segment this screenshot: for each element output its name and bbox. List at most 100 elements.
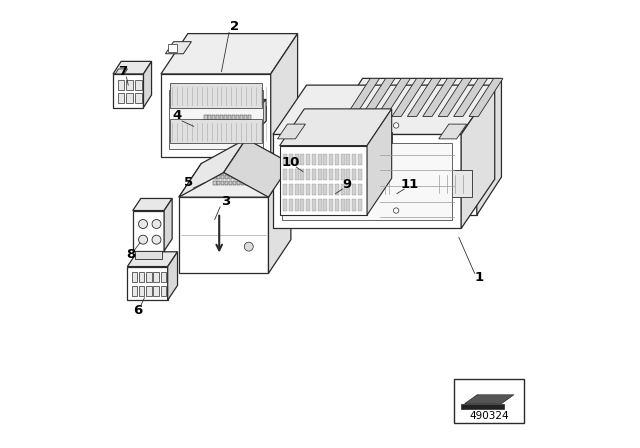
FancyBboxPatch shape	[232, 127, 235, 131]
FancyBboxPatch shape	[216, 121, 220, 125]
Polygon shape	[278, 124, 305, 139]
Polygon shape	[361, 78, 395, 116]
FancyBboxPatch shape	[224, 116, 227, 120]
Text: 8: 8	[126, 248, 135, 261]
FancyBboxPatch shape	[224, 121, 227, 125]
FancyBboxPatch shape	[218, 175, 220, 179]
Circle shape	[337, 123, 343, 128]
FancyBboxPatch shape	[244, 169, 248, 174]
FancyBboxPatch shape	[218, 169, 220, 174]
Polygon shape	[170, 83, 262, 108]
FancyBboxPatch shape	[224, 127, 227, 131]
FancyBboxPatch shape	[244, 181, 248, 185]
Polygon shape	[161, 74, 271, 157]
FancyBboxPatch shape	[244, 127, 247, 131]
Polygon shape	[169, 90, 262, 149]
FancyBboxPatch shape	[221, 181, 225, 185]
FancyBboxPatch shape	[346, 169, 350, 180]
FancyBboxPatch shape	[253, 181, 256, 185]
FancyBboxPatch shape	[233, 169, 236, 174]
Polygon shape	[273, 85, 495, 134]
FancyBboxPatch shape	[335, 169, 339, 180]
FancyBboxPatch shape	[241, 181, 244, 185]
FancyBboxPatch shape	[237, 169, 240, 174]
Polygon shape	[168, 252, 177, 300]
FancyBboxPatch shape	[209, 116, 211, 120]
FancyBboxPatch shape	[352, 169, 356, 180]
FancyBboxPatch shape	[257, 175, 260, 179]
Polygon shape	[423, 78, 457, 116]
Circle shape	[337, 208, 343, 213]
Polygon shape	[139, 272, 145, 282]
FancyBboxPatch shape	[317, 169, 322, 180]
Circle shape	[394, 123, 399, 128]
Text: 1: 1	[474, 271, 484, 284]
Polygon shape	[118, 80, 124, 90]
FancyBboxPatch shape	[317, 199, 322, 211]
FancyBboxPatch shape	[306, 169, 310, 180]
FancyBboxPatch shape	[212, 116, 216, 120]
Polygon shape	[118, 93, 124, 103]
Polygon shape	[376, 78, 410, 116]
Polygon shape	[161, 272, 166, 282]
FancyBboxPatch shape	[221, 175, 225, 179]
FancyBboxPatch shape	[306, 184, 310, 195]
FancyBboxPatch shape	[323, 184, 328, 195]
Polygon shape	[161, 34, 298, 74]
Polygon shape	[127, 93, 132, 103]
FancyBboxPatch shape	[220, 116, 223, 120]
FancyBboxPatch shape	[241, 169, 244, 174]
Polygon shape	[273, 134, 461, 228]
Polygon shape	[168, 44, 177, 52]
FancyBboxPatch shape	[248, 127, 251, 131]
Polygon shape	[136, 80, 141, 90]
FancyBboxPatch shape	[340, 169, 344, 180]
FancyBboxPatch shape	[306, 154, 310, 165]
FancyBboxPatch shape	[233, 175, 236, 179]
FancyBboxPatch shape	[329, 199, 333, 211]
Polygon shape	[346, 78, 380, 116]
FancyBboxPatch shape	[358, 199, 362, 211]
Polygon shape	[282, 143, 452, 220]
Polygon shape	[115, 69, 127, 74]
Polygon shape	[454, 78, 488, 116]
FancyBboxPatch shape	[232, 121, 235, 125]
FancyBboxPatch shape	[204, 116, 207, 120]
FancyBboxPatch shape	[248, 116, 251, 120]
Text: 7: 7	[118, 65, 127, 78]
FancyBboxPatch shape	[213, 175, 216, 179]
Polygon shape	[342, 170, 392, 197]
FancyBboxPatch shape	[295, 184, 299, 195]
Polygon shape	[392, 78, 426, 116]
FancyBboxPatch shape	[284, 199, 287, 211]
FancyBboxPatch shape	[204, 121, 207, 125]
FancyBboxPatch shape	[216, 127, 220, 131]
FancyBboxPatch shape	[300, 184, 305, 195]
FancyBboxPatch shape	[295, 169, 299, 180]
FancyBboxPatch shape	[225, 181, 228, 185]
FancyBboxPatch shape	[300, 154, 305, 165]
FancyBboxPatch shape	[249, 169, 252, 174]
FancyBboxPatch shape	[323, 199, 328, 211]
Polygon shape	[132, 198, 172, 211]
Polygon shape	[338, 116, 477, 215]
FancyBboxPatch shape	[248, 121, 251, 125]
Text: 5: 5	[184, 176, 193, 190]
FancyBboxPatch shape	[228, 116, 231, 120]
Circle shape	[152, 235, 161, 244]
FancyBboxPatch shape	[340, 184, 344, 195]
FancyBboxPatch shape	[284, 169, 287, 180]
Polygon shape	[461, 85, 495, 228]
FancyBboxPatch shape	[352, 184, 356, 195]
Polygon shape	[408, 78, 441, 116]
FancyBboxPatch shape	[335, 199, 339, 211]
Polygon shape	[170, 119, 262, 143]
Polygon shape	[438, 78, 472, 116]
Polygon shape	[143, 61, 152, 108]
FancyBboxPatch shape	[340, 154, 344, 165]
Polygon shape	[132, 272, 137, 282]
Polygon shape	[465, 395, 514, 404]
FancyBboxPatch shape	[312, 169, 316, 180]
FancyBboxPatch shape	[237, 181, 240, 185]
FancyBboxPatch shape	[228, 127, 231, 131]
